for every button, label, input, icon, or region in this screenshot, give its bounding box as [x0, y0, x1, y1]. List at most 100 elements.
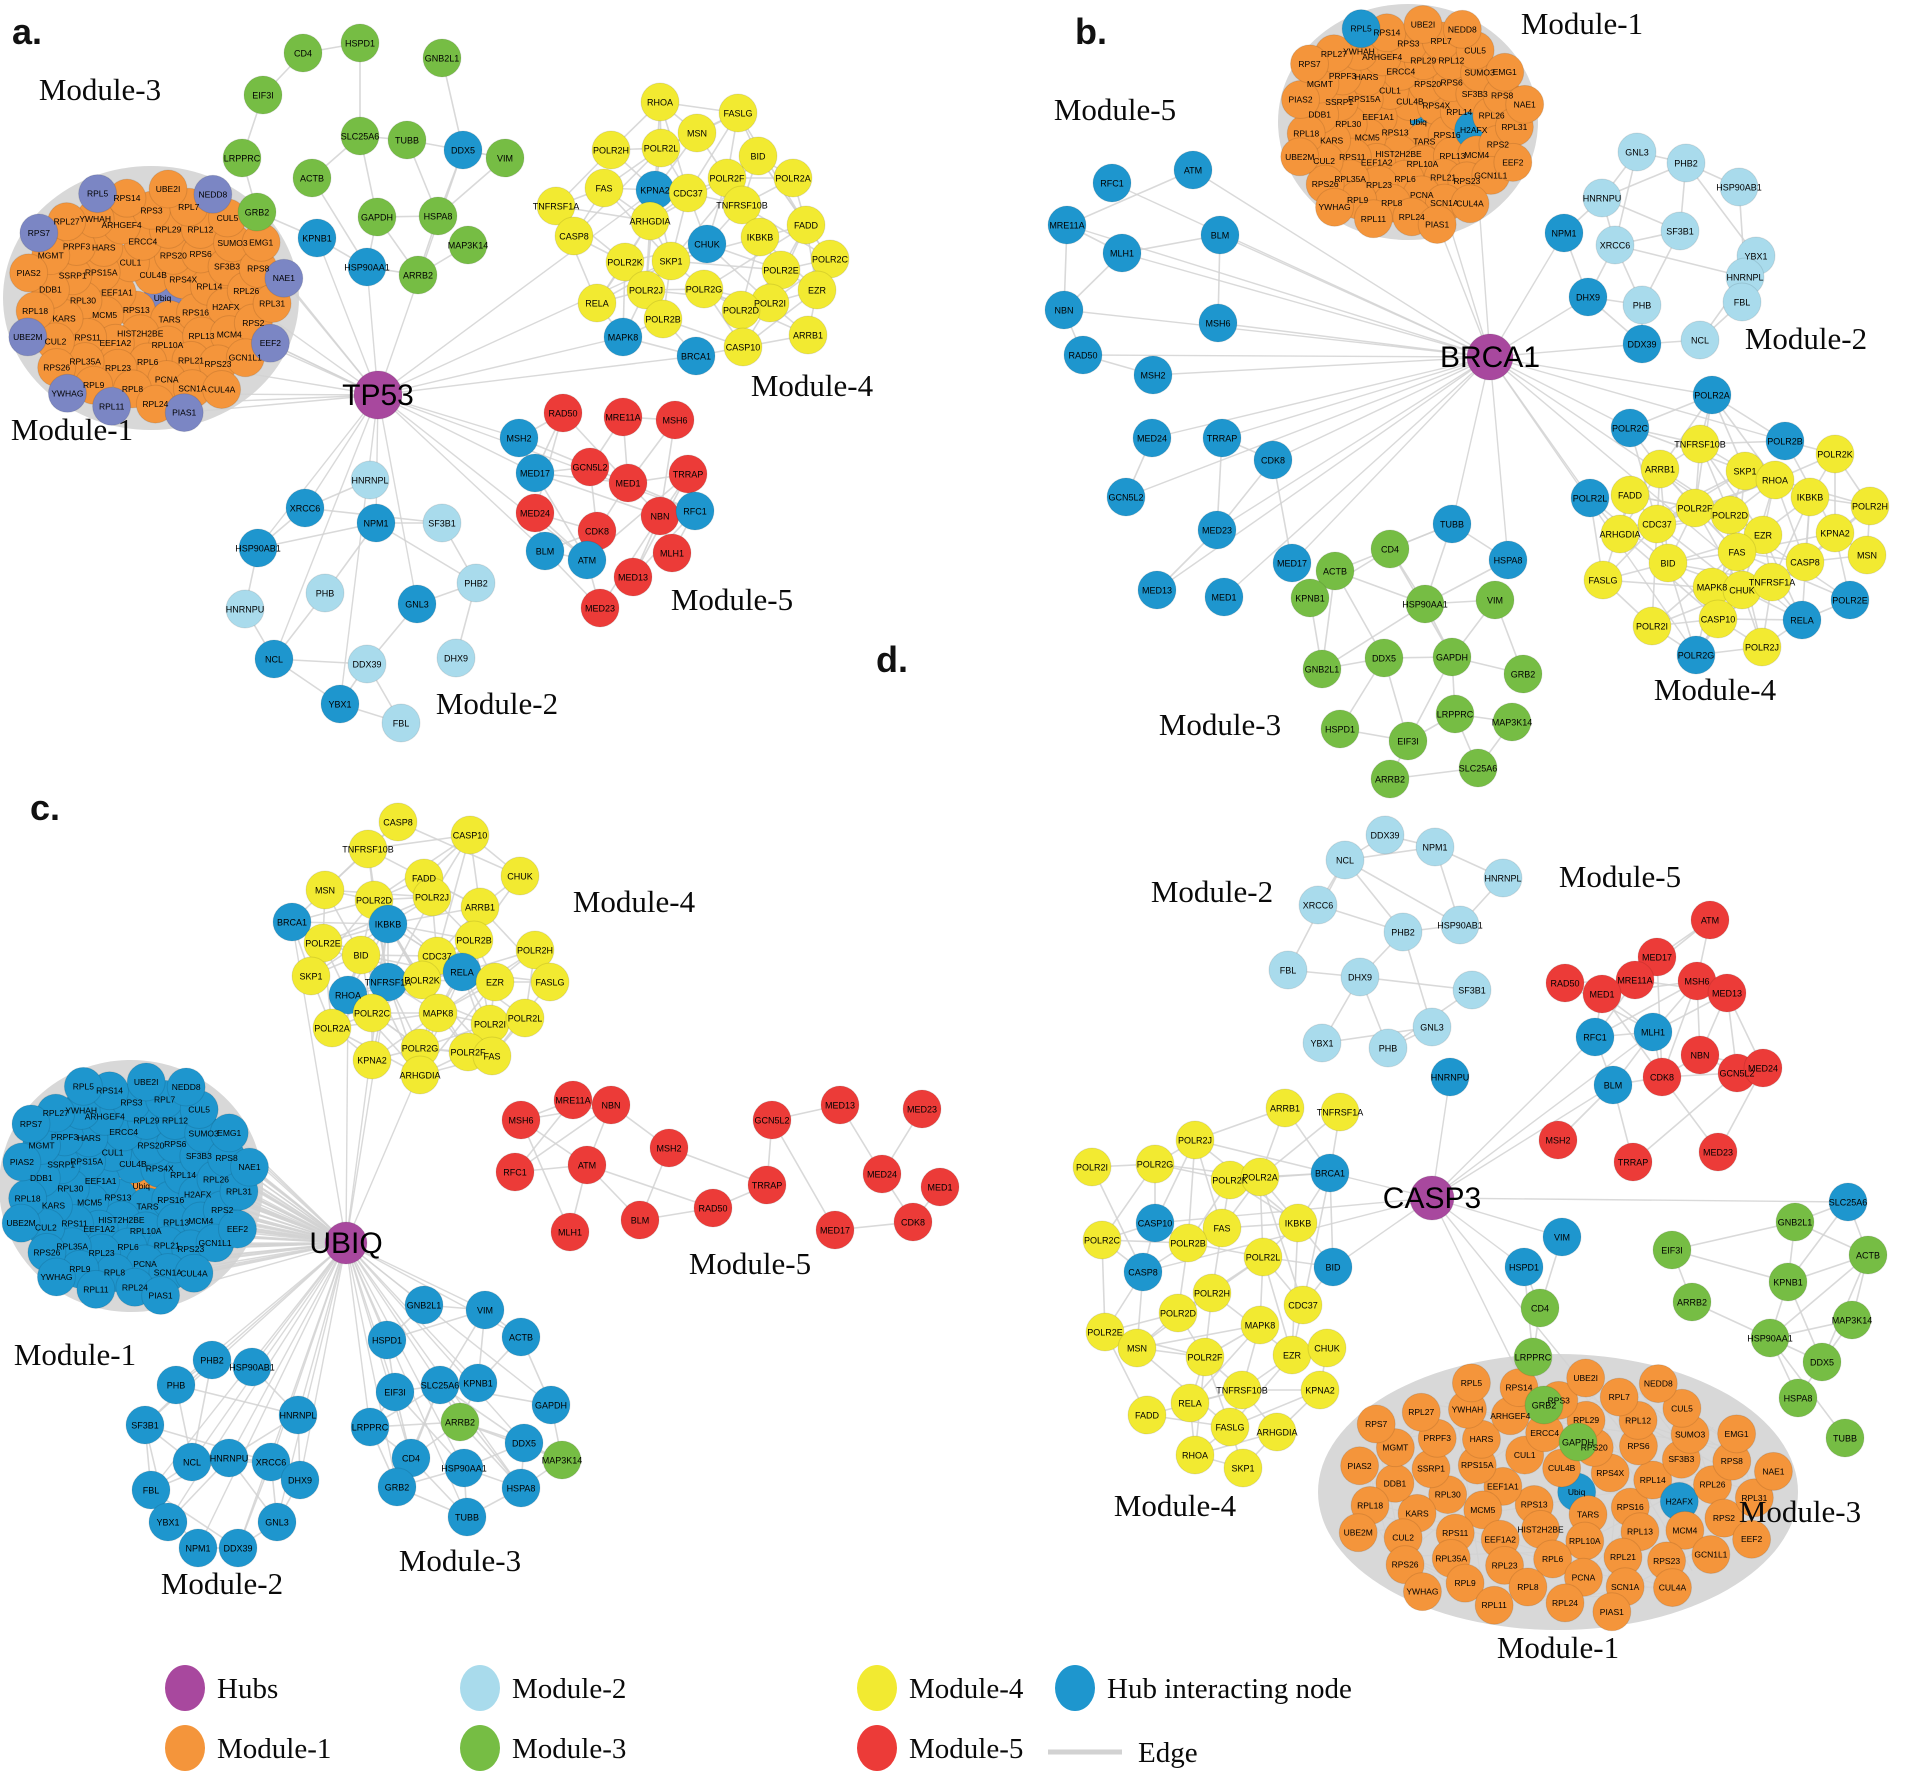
node-FBL[interactable] — [1722, 282, 1762, 322]
node-RPL11[interactable] — [1353, 199, 1393, 239]
node-HNRNPU[interactable] — [1430, 1057, 1470, 1097]
node-GAPDH[interactable] — [357, 197, 397, 237]
node-MAP3K14[interactable] — [448, 225, 488, 265]
node-VIM[interactable] — [1542, 1217, 1582, 1257]
node-FADD[interactable] — [1610, 475, 1650, 515]
node-MLH1[interactable] — [550, 1212, 590, 1252]
node-YBX1[interactable] — [1302, 1023, 1342, 1063]
node-hub-CASP3[interactable] — [1409, 1175, 1455, 1221]
node-POLR2A[interactable] — [773, 158, 813, 198]
node-YWHAG[interactable] — [1402, 1572, 1442, 1612]
node-POLR2H[interactable] — [515, 930, 555, 970]
node-DDX5[interactable] — [1802, 1342, 1842, 1382]
node-BID[interactable] — [738, 136, 778, 176]
node-HNRNPU[interactable] — [209, 1438, 249, 1478]
node-EIF3I[interactable] — [243, 75, 283, 115]
node-SF3B1[interactable] — [1660, 211, 1700, 251]
node-PHB[interactable] — [1622, 285, 1662, 325]
node-ACTB[interactable] — [501, 1317, 541, 1357]
node-MLH1[interactable] — [1102, 233, 1142, 273]
node-DHX9[interactable] — [436, 638, 476, 678]
node-POLR2B[interactable] — [1168, 1223, 1208, 1263]
node-RPL5[interactable] — [1341, 9, 1381, 49]
node-PHB2[interactable] — [456, 563, 496, 603]
node-ACTB[interactable] — [1315, 551, 1355, 591]
node-POLR2I[interactable] — [1072, 1147, 1112, 1187]
node-MAPK8[interactable] — [603, 317, 643, 357]
node-CASP10[interactable] — [450, 815, 490, 855]
node-TNFRSF1A[interactable] — [1752, 562, 1792, 602]
node-MAPK8[interactable] — [418, 993, 458, 1033]
node-CASP8[interactable] — [554, 216, 594, 256]
node-CD4[interactable] — [283, 33, 323, 73]
node-HNRNPU[interactable] — [1582, 178, 1622, 218]
node-XRCC6[interactable] — [1595, 225, 1635, 265]
node-CUL5[interactable] — [1662, 1388, 1702, 1428]
node-ATM[interactable] — [1173, 150, 1213, 190]
node-NBN[interactable] — [1680, 1035, 1720, 1075]
node-RPL7[interactable] — [1599, 1377, 1639, 1417]
node-GNB2L1[interactable] — [404, 1285, 444, 1325]
node-POLR2L[interactable] — [1570, 478, 1610, 518]
node-MED13[interactable] — [1707, 973, 1747, 1013]
node-POLR2A[interactable] — [312, 1008, 352, 1048]
node-POLR2C[interactable] — [1082, 1220, 1122, 1260]
node-RHOA[interactable] — [1755, 460, 1795, 500]
node-FBL[interactable] — [1268, 950, 1308, 990]
node-NPM1[interactable] — [1415, 827, 1455, 867]
node-XRCC6[interactable] — [251, 1442, 291, 1482]
node-EEF2[interactable] — [1732, 1519, 1772, 1559]
node-MSH6[interactable] — [1198, 303, 1238, 343]
node-ARRB1[interactable] — [788, 315, 828, 355]
node-hub-UBIQ[interactable] — [324, 1221, 368, 1265]
node-HSP90AA1[interactable] — [1750, 1318, 1790, 1358]
node-TUBB[interactable] — [447, 1497, 487, 1537]
node-GNL3[interactable] — [257, 1502, 297, 1542]
node-MED17[interactable] — [1272, 543, 1312, 583]
node-RPL27[interactable] — [1401, 1392, 1441, 1432]
node-UBE2I[interactable] — [1566, 1358, 1606, 1398]
node-LRPPRC[interactable] — [1435, 694, 1475, 734]
node-POLR2C[interactable] — [352, 993, 392, 1033]
node-NEDD8[interactable] — [1442, 9, 1482, 49]
node-POLR2D[interactable] — [1710, 495, 1750, 535]
node-CDC37[interactable] — [668, 173, 708, 213]
node-POLR2G[interactable] — [1135, 1144, 1175, 1184]
node-MRE11A[interactable] — [553, 1080, 593, 1120]
node-hub-BRCA1[interactable] — [1466, 333, 1514, 381]
node-RPL11[interactable] — [1474, 1585, 1514, 1625]
node-CASP10[interactable] — [723, 327, 763, 367]
node-ACTB[interactable] — [1848, 1235, 1888, 1275]
node-TRRAP[interactable] — [1202, 418, 1242, 458]
node-MLH1[interactable] — [652, 533, 692, 573]
node-EMG1[interactable] — [209, 1113, 249, 1153]
node-NBN[interactable] — [591, 1085, 631, 1125]
node-IKBKB[interactable] — [740, 217, 780, 257]
node-FAS[interactable] — [1717, 532, 1757, 572]
node-YWHAG[interactable] — [1315, 187, 1355, 227]
node-MED1[interactable] — [608, 463, 648, 503]
node-KPNA2[interactable] — [1300, 1370, 1340, 1410]
node-MED24[interactable] — [1743, 1048, 1783, 1088]
node-EEF2[interactable] — [217, 1209, 257, 1249]
node-RPS7[interactable] — [1290, 44, 1330, 84]
node-YWHAG[interactable] — [36, 1257, 76, 1297]
node-hub-TP53[interactable] — [353, 370, 403, 420]
node-POLR2G[interactable] — [684, 269, 724, 309]
node-MSH2[interactable] — [1538, 1120, 1578, 1160]
node-PHB[interactable] — [156, 1365, 196, 1405]
node-HSPD1[interactable] — [1504, 1247, 1544, 1287]
node-RPL14[interactable] — [1633, 1460, 1673, 1500]
node-CD4[interactable] — [1370, 529, 1410, 569]
node-CDC37[interactable] — [1283, 1285, 1323, 1325]
node-GNB2L1[interactable] — [1302, 649, 1342, 689]
node-MSH2[interactable] — [499, 418, 539, 458]
node-EEF2[interactable] — [1493, 142, 1533, 182]
node-HSP90AB1[interactable] — [1440, 905, 1480, 945]
node-MED13[interactable] — [613, 557, 653, 597]
node-MED1[interactable] — [1204, 577, 1244, 617]
node-XRCC6[interactable] — [1298, 885, 1338, 925]
node-RPL6[interactable] — [1533, 1539, 1573, 1579]
node-HNRNPL[interactable] — [350, 460, 390, 500]
node-KPNA2[interactable] — [1815, 513, 1855, 553]
